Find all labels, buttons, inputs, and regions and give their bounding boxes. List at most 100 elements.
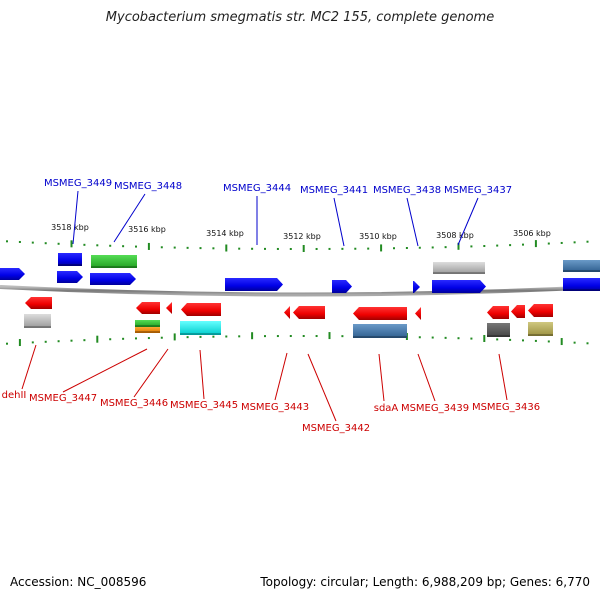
reverse-gene-label[interactable]: MSMEG_3443 — [241, 402, 309, 413]
scale-label: 3508 kbp — [436, 231, 474, 240]
tick-mark — [586, 342, 589, 345]
tick-mark — [186, 246, 189, 249]
forward-gene-label[interactable]: MSMEG_3438 — [373, 185, 441, 196]
tick-mark — [393, 247, 395, 250]
label-connector — [274, 352, 288, 401]
tick-mark — [186, 336, 189, 339]
tick-mark — [534, 339, 537, 342]
tick-mark — [212, 247, 215, 250]
tick-mark — [44, 340, 47, 343]
gene-arrow-forward — [413, 281, 420, 293]
tick-mark — [547, 242, 550, 245]
tick-mark — [122, 337, 125, 340]
tick-mark — [135, 245, 137, 248]
feature-block — [135, 327, 160, 333]
reverse-gene-label[interactable]: MSMEG_3439 — [401, 403, 469, 414]
tick-mark — [354, 247, 357, 250]
forward-gene-label[interactable]: MSMEG_3441 — [300, 185, 368, 196]
label-connector — [498, 353, 508, 401]
topology-text: Topology: circular; Length: 6,988,209 bp… — [260, 575, 590, 589]
tick-mark — [328, 247, 331, 250]
reverse-gene-label[interactable]: dehII — [2, 390, 27, 401]
feature-shadow — [58, 264, 82, 266]
feature-block — [58, 253, 82, 266]
label-connector — [333, 197, 345, 247]
gene-arrow-forward — [0, 268, 25, 280]
feature-block — [135, 320, 160, 327]
gene-arrow-forward — [90, 273, 136, 285]
tick-mark — [31, 241, 34, 244]
feature-block — [563, 260, 600, 272]
scale-label: 3512 kbp — [283, 232, 321, 241]
tick-mark — [444, 246, 447, 249]
tick-mark — [6, 240, 8, 243]
gene-arrow-reverse — [284, 306, 290, 319]
gene-features — [0, 253, 600, 338]
gene-arrow-forward — [57, 271, 83, 283]
scale-ticks-top — [6, 240, 589, 252]
tick-mark — [560, 241, 563, 244]
tick-mark — [457, 242, 460, 250]
tick-mark — [289, 247, 292, 250]
tick-mark — [483, 245, 486, 248]
gene-arrow-reverse — [353, 307, 407, 320]
tick-mark — [315, 335, 318, 338]
tick-mark — [496, 338, 499, 341]
tick-mark — [264, 335, 266, 338]
tick-mark — [238, 335, 241, 338]
tick-mark — [251, 332, 254, 340]
tick-mark — [418, 246, 421, 249]
feature-shadow — [135, 331, 160, 333]
label-connector — [72, 190, 79, 245]
tick-mark — [18, 339, 21, 347]
forward-gene-label[interactable]: MSMEG_3449 — [44, 178, 112, 189]
reverse-gene-label[interactable]: MSMEG_3445 — [170, 400, 238, 411]
tick-mark — [367, 247, 370, 250]
feature-shadow — [180, 333, 221, 335]
tick-mark — [225, 335, 228, 338]
tick-mark — [457, 337, 460, 340]
reverse-gene-label[interactable]: MSMEG_3446 — [100, 398, 168, 409]
tick-mark — [470, 245, 473, 248]
tick-mark — [44, 242, 47, 245]
forward-gene-label[interactable]: MSMEG_3437 — [444, 185, 512, 196]
tick-mark — [199, 335, 202, 338]
forward-gene-labels: MSMEG_3449 MSMEG_3448 MSMEG_3444 MSMEG_3441… — [44, 178, 512, 247]
label-connector — [21, 344, 37, 390]
reverse-gene-label[interactable]: MSMEG_3436 — [472, 402, 540, 413]
tick-mark — [83, 339, 86, 342]
feature-block — [24, 314, 51, 328]
tick-mark — [160, 246, 163, 249]
feature-block — [563, 278, 600, 291]
tick-mark — [18, 240, 21, 243]
gene-arrow-reverse — [136, 302, 160, 314]
forward-gene-label[interactable]: MSMEG_3448 — [114, 181, 182, 192]
tick-mark — [173, 333, 176, 341]
tick-mark — [341, 335, 344, 338]
tick-mark — [173, 246, 176, 249]
tick-mark — [573, 241, 576, 244]
label-connector — [199, 349, 205, 400]
feature-block — [433, 262, 485, 274]
tick-mark — [70, 339, 73, 342]
forward-gene-label[interactable]: MSMEG_3444 — [223, 183, 291, 194]
tick-mark — [560, 338, 563, 346]
tick-mark — [315, 247, 318, 250]
feature-shadow — [24, 326, 51, 328]
tick-mark — [431, 336, 434, 339]
tick-mark — [83, 243, 86, 246]
gene-arrow-reverse — [511, 305, 525, 318]
feature-shadow — [433, 272, 485, 274]
reverse-gene-label[interactable]: MSMEG_3447 — [29, 393, 97, 404]
reverse-gene-label[interactable]: MSMEG_3442 — [302, 423, 370, 434]
feature-block — [180, 321, 221, 335]
scale-label: 3516 kbp — [128, 225, 166, 234]
tick-mark — [264, 247, 266, 250]
scale-labels: 3518 kbp 3516 kbp 3514 kbp 3512 kbp 3510 kbp… — [51, 223, 551, 241]
tick-mark — [444, 336, 447, 339]
tick-mark — [31, 341, 34, 344]
feature-block — [487, 323, 510, 337]
feature-shadow — [487, 335, 510, 337]
reverse-gene-label[interactable]: sdaA — [374, 403, 399, 414]
tick-mark — [160, 336, 163, 339]
